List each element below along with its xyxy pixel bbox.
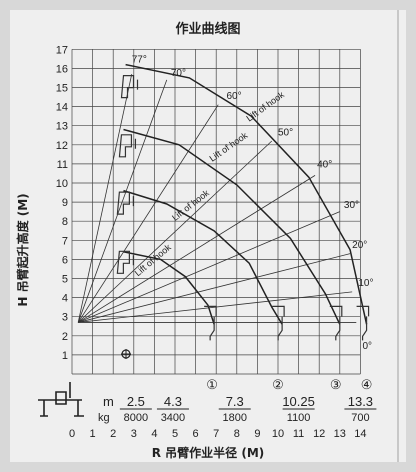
y-tick-label: 3: [62, 312, 68, 324]
x-tick-label: 8: [234, 428, 240, 440]
hook-drawing: [329, 305, 343, 341]
boom-angle-ray: [77, 74, 133, 323]
boom-tip-drawing: [116, 250, 134, 274]
y-tick-label: 11: [57, 159, 68, 171]
x-tick-label: 10: [272, 428, 284, 440]
load-weight: 1100: [287, 412, 311, 424]
section-marker: ②: [272, 377, 284, 392]
y-tick-label: 14: [56, 102, 68, 114]
x-tick-labels: 0 1 2 3 4 5 6 7 8 9 10 11 12 13 14: [69, 428, 367, 440]
section-markers: ① ② ③ ④: [206, 377, 372, 392]
x-tick-label: 13: [334, 428, 346, 440]
lift-curve: [123, 251, 215, 325]
y-tick-label: 2: [62, 331, 68, 343]
boom-angle-label: 10°: [358, 278, 373, 289]
load-weight: 700: [351, 412, 369, 424]
hook-drawing: [356, 305, 370, 341]
load-radius: 7.3: [226, 394, 244, 409]
boom-tip-drawing: [116, 191, 134, 215]
y-axis-label-text: H 吊臂起升高度 (M): [15, 193, 30, 306]
x-tick-label: 2: [110, 428, 116, 440]
boom-drawings: [116, 74, 370, 341]
load-weight: 1800: [222, 412, 246, 424]
load-weight: 8000: [124, 412, 148, 424]
boom-angle-label: 30°: [344, 200, 359, 211]
x-tick-label: 11: [293, 428, 304, 440]
x-tick-label: 7: [213, 428, 219, 440]
boom-angle-ray: [77, 175, 316, 323]
y-tick-label: 13: [56, 121, 68, 133]
y-tick-label: 16: [56, 63, 68, 75]
boom-angle-rays: [77, 74, 357, 323]
boom-angle-label: 20°: [352, 240, 367, 251]
x-tick-label: 4: [151, 428, 157, 440]
x-tick-label: 0: [69, 428, 75, 440]
x-tick-label: 3: [131, 428, 137, 440]
chart-title: 作业曲线图: [175, 21, 240, 37]
y-tick-label: 5: [62, 274, 68, 286]
y-tick-label: 9: [62, 197, 68, 209]
boom-angle-ray: [78, 291, 353, 323]
y-tick-label: 1: [62, 350, 68, 362]
x-tick-label: 12: [313, 428, 325, 440]
hook-drawing: [204, 305, 217, 341]
load-radius: 10.25: [282, 394, 315, 409]
y-tick-label: 6: [62, 254, 68, 266]
hook-drawing: [272, 305, 285, 341]
boom-tip-drawing: [118, 134, 137, 158]
weight-unit: kg: [98, 412, 110, 424]
y-tick-label: 7: [62, 235, 68, 247]
y-tick-label: 15: [56, 83, 68, 95]
y-axis-label: H 吊臂起升高度 (M): [15, 193, 30, 306]
y-tick-label: 8: [62, 216, 68, 228]
boom-tip-drawing: [120, 74, 139, 99]
truck-base-icon: [38, 382, 84, 417]
x-tick-label: 9: [254, 428, 260, 440]
x-tick-label: 1: [90, 428, 96, 440]
radius-unit: m: [103, 394, 114, 409]
boom-angle-ray: [77, 140, 273, 323]
load-radius: 13.3: [348, 394, 373, 409]
x-tick-label: 14: [354, 428, 366, 440]
load-table: m kg 2.5 8000 4.3 3400 7.3 1800 10.25 1100 13.3 7…: [98, 394, 377, 424]
boom-angle-label: 0°: [362, 341, 372, 352]
load-table-cells: 2.5 8000 4.3 3400 7.3 1800 10.25 1100 13.3 700: [119, 394, 377, 424]
boom-angle-labels: 77° 70° 60° 50° 40° 30° 20° 10° 0°: [132, 55, 374, 353]
y-tick-label: 17: [56, 44, 68, 56]
load-radius: 2.5: [127, 394, 145, 409]
lift-curves: [123, 63, 368, 325]
x-axis-label: R 吊臂作业半径 (M): [152, 445, 265, 460]
y-tick-label: 4: [62, 293, 68, 305]
boom-angle-ray: [78, 211, 340, 323]
boom-angle-label: 40°: [317, 160, 332, 171]
load-weight: 3400: [161, 412, 185, 424]
boom-angle-label: 60°: [227, 91, 242, 102]
lift-curve: [123, 189, 283, 325]
x-tick-label: 5: [172, 428, 178, 440]
section-marker: ③: [330, 377, 342, 392]
boom-angle-ray: [78, 253, 351, 323]
grid: [71, 48, 361, 375]
y-tick-label: 12: [56, 140, 68, 152]
boom-angle-ray: [77, 79, 168, 323]
boom-angle-ray: [77, 104, 219, 323]
pivot-marker: [121, 349, 131, 359]
boom-angle-label: 50°: [278, 127, 293, 138]
lift-curve: [123, 128, 341, 325]
boom-angle-label: 70°: [171, 68, 186, 79]
y-tick-label: 10: [56, 178, 68, 190]
load-radius: 4.3: [164, 394, 182, 409]
boom-angle-label: 77°: [132, 55, 147, 66]
lift-curve: [125, 63, 368, 325]
x-tick-label: 6: [193, 428, 199, 440]
section-marker: ④: [361, 377, 373, 392]
section-marker: ①: [206, 377, 218, 392]
